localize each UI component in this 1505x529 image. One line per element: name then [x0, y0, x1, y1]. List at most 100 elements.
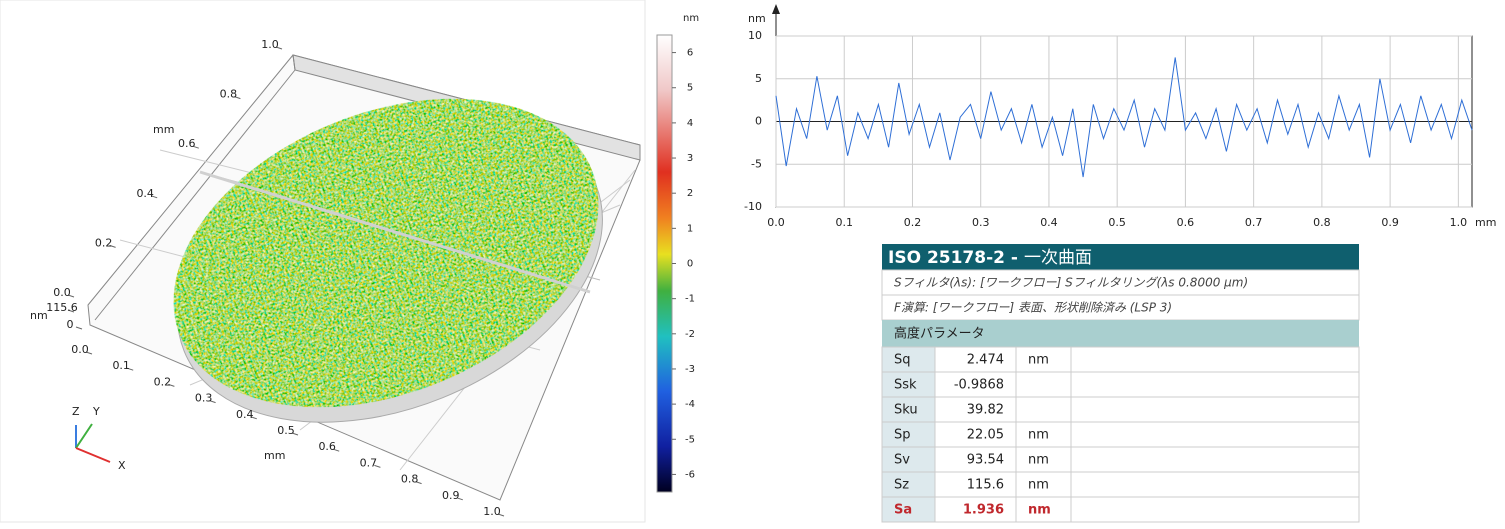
- param-name: Sa: [894, 503, 912, 518]
- colorbar-label: -6: [685, 469, 695, 480]
- x3d-tick: [497, 513, 505, 517]
- z3d-tick: [67, 309, 75, 313]
- param-name: Ssk: [894, 378, 917, 393]
- x3d-label: 0.2: [154, 375, 172, 388]
- row-bg: [881, 346, 1360, 373]
- section-title: 高度パラメータ: [894, 326, 985, 342]
- y3d-tick: [109, 244, 116, 248]
- y-tick-label: 0: [755, 115, 762, 128]
- axis-gizmo: Z Y X: [72, 405, 126, 472]
- x-tick-label: 0.0: [767, 216, 785, 229]
- x3d-tick: [127, 367, 134, 371]
- name-cell: [881, 446, 936, 473]
- x-tick-label: 0.3: [972, 216, 990, 229]
- x-tick-label: 0.1: [835, 216, 853, 229]
- filter-text: F演算: [ワークフロー] 表面、形状削除済み (LSP 3): [894, 301, 1172, 315]
- x-tick-label: 0.2: [904, 216, 922, 229]
- filter-row: [881, 294, 1360, 321]
- z-axis-label: nm: [30, 309, 48, 322]
- gizmo-y: Y: [92, 405, 100, 418]
- groove: [199, 170, 591, 294]
- x-unit: mm: [1475, 216, 1496, 229]
- colorbar-label: -2: [685, 329, 695, 340]
- row-bg: [881, 371, 1360, 398]
- gizmo-z: Z: [72, 405, 80, 418]
- x3d-label: 0.5: [277, 424, 295, 437]
- x3d-tick: [291, 432, 299, 436]
- param-value: -0.9868: [954, 378, 1004, 393]
- colorbar-label: -4: [685, 399, 695, 410]
- param-unit: nm: [1028, 453, 1049, 468]
- param-unit: nm: [1028, 428, 1049, 443]
- colorbar-label: 2: [687, 188, 693, 199]
- param-name: Sku: [894, 403, 918, 418]
- name-cell: [881, 421, 936, 448]
- y-axis-arrow: [772, 4, 780, 14]
- param-name: Sp: [894, 428, 911, 443]
- param-name: Sz: [894, 478, 909, 493]
- param-unit: nm: [1028, 503, 1051, 518]
- x3d-tick: [333, 448, 340, 452]
- colorbar-label: -5: [685, 434, 695, 445]
- filter-text: Sフィルタ(λs): [ワークフロー] Sフィルタリング(λs 0.8000 µ…: [894, 276, 1248, 290]
- colorbar-label: 4: [687, 118, 693, 129]
- param-name: Sv: [894, 453, 910, 468]
- profile-line: [775, 57, 1473, 178]
- disc-surface: [173, 98, 599, 408]
- x3d-tick: [374, 464, 381, 468]
- param-name: Sq: [894, 353, 911, 368]
- colorbar-label: 0: [687, 259, 693, 270]
- x3d-tick: [456, 497, 463, 501]
- x-tick-label: 0.6: [1177, 216, 1195, 229]
- row-bg: [881, 446, 1360, 473]
- y-tick-label: 10: [748, 29, 762, 42]
- y3d-tick: [151, 195, 158, 199]
- x3d-tick: [85, 351, 93, 355]
- y3d-label: 0.2: [95, 236, 113, 249]
- y3d-tick: [275, 46, 283, 50]
- x-tick-label: 0.5: [1108, 216, 1126, 229]
- name-cell: [881, 371, 936, 398]
- param-value: 39.82: [967, 403, 1004, 418]
- z3d-label: 115.6: [46, 301, 78, 314]
- x-tick-label: 1.0: [1450, 216, 1468, 229]
- x3d-label: 0.1: [112, 359, 130, 372]
- y3d-label: 0.0: [53, 286, 71, 299]
- table-title-bar: [882, 244, 1359, 270]
- y3d-label: 0.4: [136, 187, 154, 200]
- x3d-tick: [168, 383, 175, 387]
- filter-row: [881, 269, 1360, 296]
- row-bg: [881, 496, 1360, 523]
- x3d-label: 0.3: [195, 392, 213, 405]
- colorbar: [656, 34, 673, 493]
- colorbar-label: 5: [687, 83, 693, 94]
- x3d-tick: [209, 400, 216, 404]
- param-value: 93.54: [967, 453, 1004, 468]
- x3d-tick: [250, 416, 257, 420]
- gizmo-x: X: [118, 459, 126, 472]
- x-tick-label: 0.9: [1381, 216, 1399, 229]
- x-axis-label: mm: [264, 449, 285, 462]
- x3d-label: 0.8: [401, 473, 419, 486]
- z3d-label: 0: [67, 318, 74, 331]
- y-tick-label: 5: [755, 72, 762, 85]
- param-value: 22.05: [967, 428, 1004, 443]
- colorbar-label: -3: [685, 364, 695, 375]
- colorbar-unit: nm: [683, 13, 699, 24]
- x3d-label: 0.7: [360, 456, 378, 469]
- colorbar-label: -1: [685, 294, 695, 305]
- y3d-tick: [234, 96, 241, 100]
- x-tick-label: 0.8: [1313, 216, 1331, 229]
- colorbar-label: 1: [687, 223, 693, 234]
- row-bg: [881, 421, 1360, 448]
- title-name: 一次曲面: [1024, 248, 1092, 268]
- param-value: 1.936: [963, 503, 1004, 518]
- x-tick-label: 0.7: [1245, 216, 1263, 229]
- y-tick-label: -10: [744, 200, 762, 213]
- title-code: ISO 25178-2 -: [888, 248, 1018, 268]
- name-cell: [881, 346, 936, 373]
- colorbar-label: 3: [687, 153, 693, 164]
- colorbar-label: 6: [687, 48, 693, 59]
- section-bar: [882, 320, 1359, 347]
